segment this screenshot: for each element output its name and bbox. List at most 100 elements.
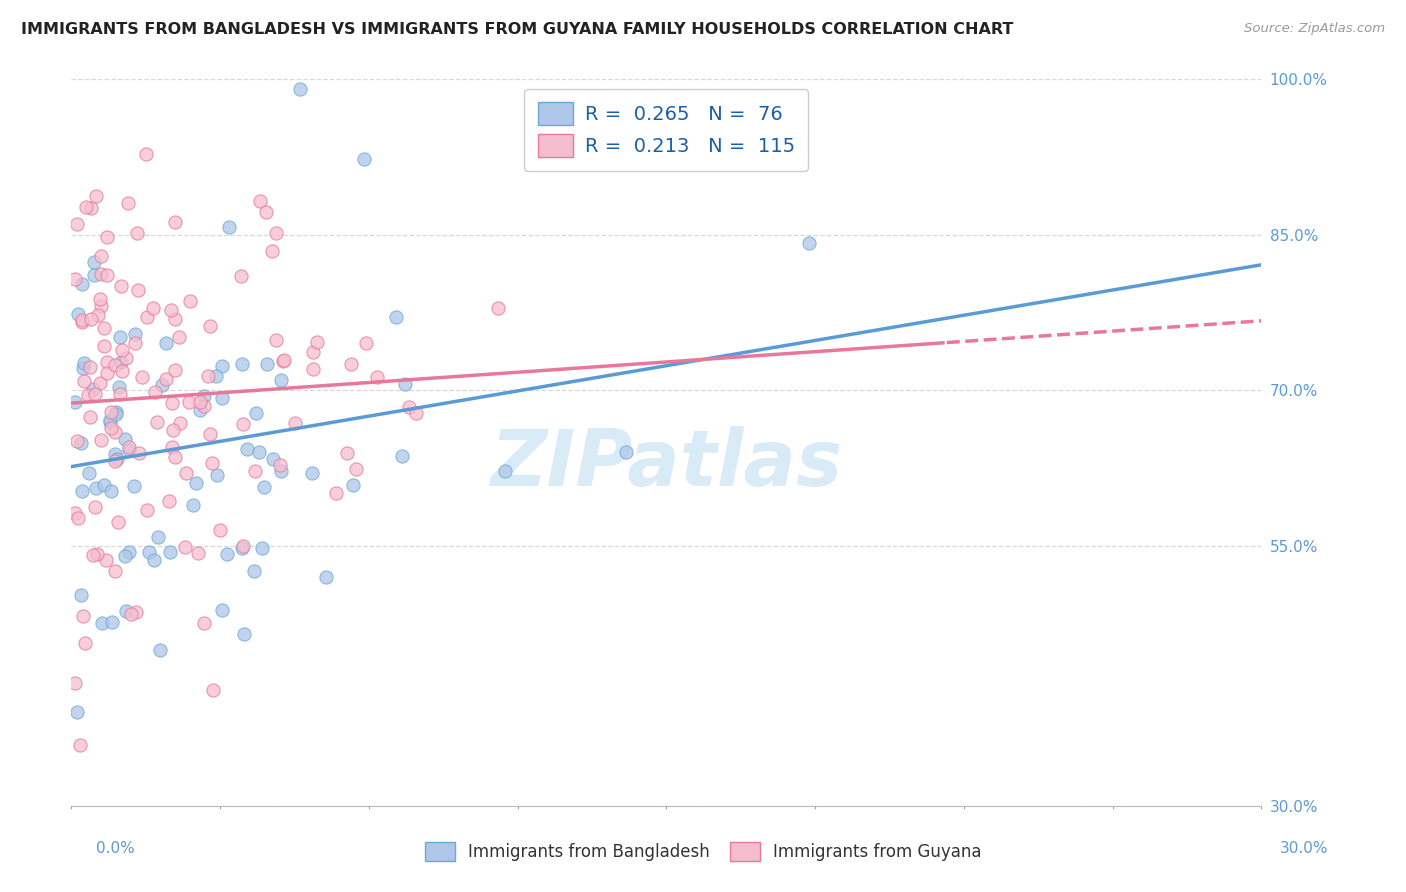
Point <box>108 380 131 394</box>
Point <box>181 498 204 512</box>
Point <box>87 308 110 322</box>
Point <box>270 464 292 478</box>
Point <box>270 373 292 387</box>
Point <box>70 436 93 450</box>
Point <box>80 311 103 326</box>
Point <box>142 552 165 566</box>
Point <box>90 250 112 264</box>
Point <box>63 506 86 520</box>
Point <box>243 564 266 578</box>
Point <box>128 446 150 460</box>
Point <box>79 360 101 375</box>
Point <box>138 545 160 559</box>
Point <box>110 330 132 344</box>
Text: 0.0%: 0.0% <box>96 841 135 856</box>
Text: Source: ZipAtlas.com: Source: ZipAtlas.com <box>1244 22 1385 36</box>
Point <box>83 268 105 282</box>
Point <box>143 384 166 399</box>
Point <box>231 357 253 371</box>
Point <box>135 147 157 161</box>
Point <box>100 404 122 418</box>
Point <box>266 226 288 240</box>
Point <box>96 268 118 283</box>
Point <box>75 200 97 214</box>
Point <box>247 444 270 458</box>
Point <box>211 391 233 405</box>
Point <box>82 548 104 562</box>
Point <box>173 540 195 554</box>
Point <box>384 310 406 325</box>
Point <box>72 312 94 326</box>
Point <box>89 292 111 306</box>
Point <box>249 194 271 209</box>
Point <box>188 395 211 409</box>
Point <box>205 468 228 483</box>
Point <box>218 219 240 234</box>
Point <box>344 462 367 476</box>
Point <box>198 318 221 333</box>
Point <box>167 330 190 344</box>
Point <box>93 478 115 492</box>
Point <box>162 440 184 454</box>
Point <box>159 545 181 559</box>
Point <box>315 570 337 584</box>
Point <box>80 201 103 215</box>
Point <box>271 353 294 368</box>
Point <box>252 541 274 555</box>
Point <box>79 410 101 425</box>
Point <box>104 405 127 419</box>
Point <box>117 195 139 210</box>
Point <box>118 545 141 559</box>
Point <box>211 359 233 374</box>
Point <box>160 395 183 409</box>
Point <box>100 483 122 498</box>
Point <box>96 553 118 567</box>
Point <box>405 407 427 421</box>
Point <box>262 244 284 259</box>
Point <box>215 547 238 561</box>
Point <box>67 307 90 321</box>
Point <box>165 362 187 376</box>
Point <box>188 403 211 417</box>
Point <box>797 235 820 250</box>
Point <box>84 482 107 496</box>
Point <box>273 352 295 367</box>
Text: 30.0%: 30.0% <box>1281 841 1329 856</box>
Point <box>197 369 219 384</box>
Point <box>353 152 375 166</box>
Point <box>186 476 208 491</box>
Point <box>254 205 277 219</box>
Point <box>104 565 127 579</box>
Point <box>391 449 413 463</box>
Point <box>105 451 128 466</box>
Point <box>301 467 323 481</box>
Point <box>86 547 108 561</box>
Point <box>66 434 89 449</box>
Point <box>269 458 291 472</box>
Point <box>256 357 278 371</box>
Point <box>124 327 146 342</box>
Point <box>245 464 267 478</box>
Point <box>200 427 222 442</box>
Point <box>114 549 136 564</box>
Point <box>398 400 420 414</box>
Point <box>193 399 215 413</box>
Point <box>100 421 122 435</box>
Point <box>84 189 107 203</box>
Point <box>114 432 136 446</box>
Point <box>163 215 186 229</box>
Point <box>160 302 183 317</box>
Legend: R =  0.265   N =  76, R =  0.213   N =  115: R = 0.265 N = 76, R = 0.213 N = 115 <box>524 88 808 170</box>
Point <box>340 357 363 371</box>
Point <box>136 503 159 517</box>
Point <box>157 494 180 508</box>
Point <box>163 312 186 326</box>
Point <box>342 478 364 492</box>
Point <box>236 442 259 457</box>
Point <box>232 540 254 554</box>
Point <box>70 277 93 292</box>
Point <box>136 310 159 325</box>
Point <box>107 515 129 529</box>
Point <box>336 445 359 459</box>
Point <box>72 609 94 624</box>
